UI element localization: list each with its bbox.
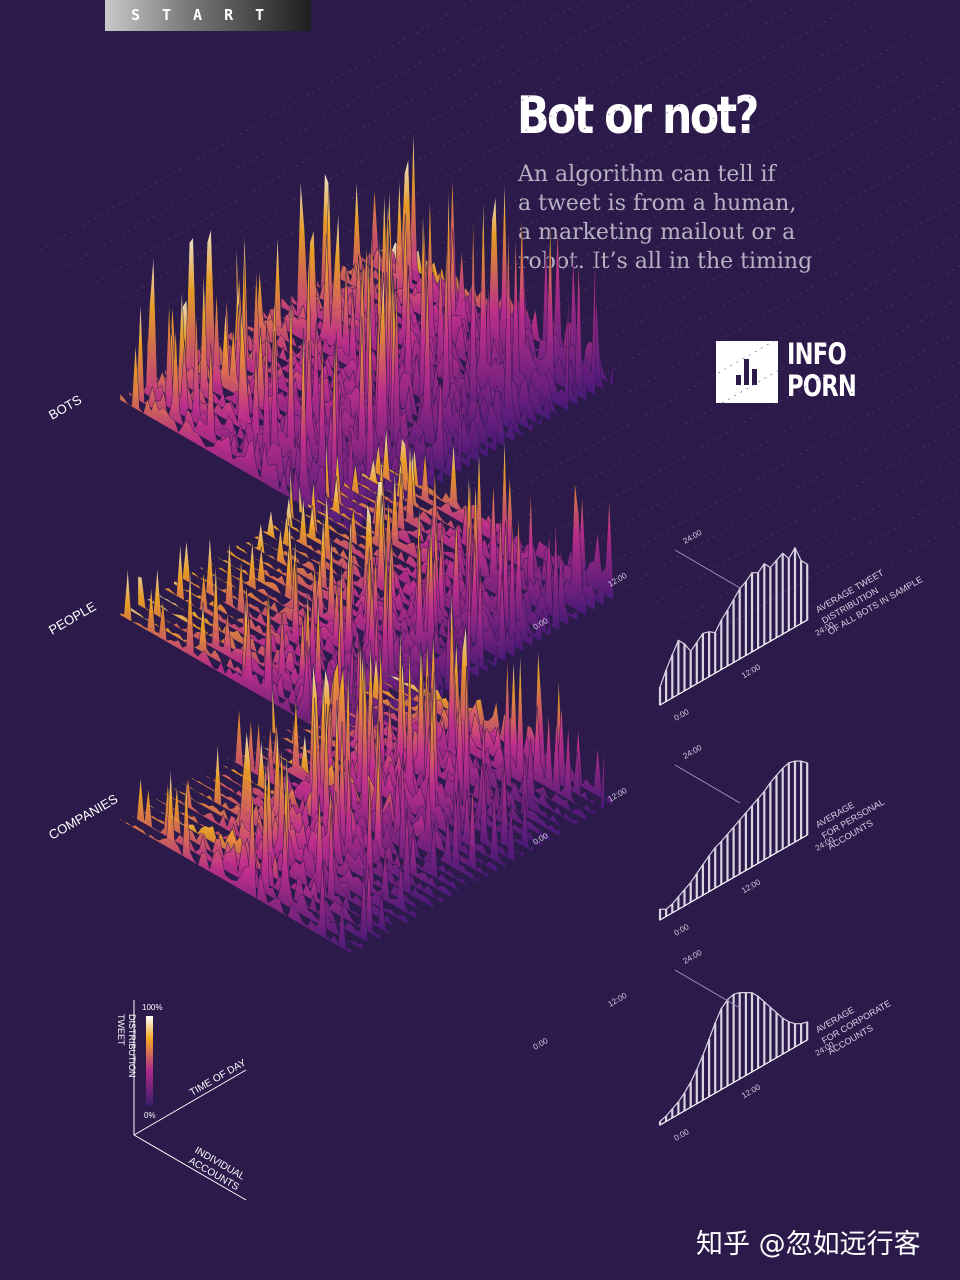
infoporn-logo-icon bbox=[716, 341, 778, 403]
terrain-row bbox=[119, 327, 355, 536]
grid-line bbox=[655, 426, 960, 603]
legend-y-title-line: DISTRIBUTION bbox=[127, 1014, 137, 1078]
legend: 100% 0% TWEET DISTRIBUTION TIME OF DAY I… bbox=[116, 1000, 249, 1201]
time-tick-label: 24:00 bbox=[682, 528, 704, 546]
legend-scale-top: 100% bbox=[142, 1003, 162, 1012]
connector-line bbox=[674, 969, 741, 1009]
subtitle-line: robot. It’s all in the timing bbox=[518, 249, 813, 274]
subtitle-line: a marketing mailout or a bbox=[518, 220, 796, 245]
page-title: Bot or not? bbox=[517, 86, 759, 146]
subtitle-line: a tweet is from a human, bbox=[518, 191, 797, 216]
terrain-row bbox=[155, 755, 390, 935]
grid-line bbox=[179, 0, 753, 331]
summary-baseline bbox=[659, 834, 808, 921]
legend-color-scale bbox=[146, 1016, 153, 1106]
grid-line bbox=[599, 361, 960, 571]
panel-label: BOTS bbox=[46, 392, 84, 423]
grid-line bbox=[571, 329, 960, 555]
connector-line bbox=[674, 764, 741, 804]
terrain-row bbox=[128, 755, 364, 951]
time-tick-label: 12:00 bbox=[607, 786, 629, 804]
grid-line bbox=[543, 297, 960, 539]
summary-tick-label: 0:00 bbox=[673, 922, 691, 938]
grid-line bbox=[431, 168, 960, 475]
summary-outline bbox=[659, 992, 808, 1127]
summary-outline bbox=[659, 760, 808, 922]
time-tick-label: 24:00 bbox=[682, 948, 704, 966]
legend-z-axis bbox=[133, 1134, 247, 1201]
summary-baseline bbox=[659, 1039, 808, 1126]
logo-bar-icon bbox=[736, 375, 741, 385]
grid-line bbox=[627, 393, 960, 587]
legend-z-title: INDIVIDUAL ACCOUNTS bbox=[187, 1145, 249, 1194]
legend-scale-bottom: 0% bbox=[144, 1111, 156, 1120]
time-tick-label: 24:00 bbox=[682, 743, 704, 761]
grid-line bbox=[683, 458, 960, 619]
subtitle-line: An algorithm can tell if bbox=[518, 162, 776, 187]
panel-label: PEOPLE bbox=[46, 598, 99, 637]
grid-line bbox=[123, 0, 641, 299]
time-tick-label: 0:00 bbox=[532, 1036, 550, 1052]
grid-line bbox=[95, 0, 585, 283]
grid-line bbox=[739, 522, 960, 651]
legend-y-title: TWEET DISTRIBUTION bbox=[116, 1014, 137, 1078]
watermark: 知乎 @忽如远行客 bbox=[696, 1229, 921, 1260]
logo-line: PORN bbox=[787, 369, 857, 403]
summary-tick-label: 0:00 bbox=[673, 707, 691, 723]
panel-label: COMPANIES bbox=[46, 791, 121, 843]
grid-layer bbox=[39, 0, 960, 651]
logo-bar-icon bbox=[752, 369, 757, 385]
subtitle: An algorithm can tell if a tweet is from… bbox=[518, 160, 858, 276]
grid-line bbox=[67, 0, 530, 267]
time-tick-label: 12:00 bbox=[607, 991, 629, 1009]
grid-line bbox=[487, 233, 960, 507]
grid-line bbox=[459, 200, 960, 491]
logo-line: INFO bbox=[787, 337, 847, 371]
grid-line bbox=[151, 0, 697, 315]
grid-line bbox=[711, 490, 960, 635]
summary-tick-label: 0:00 bbox=[673, 1127, 691, 1143]
start-tab: START bbox=[105, 0, 311, 31]
terrain-row bbox=[119, 766, 355, 956]
terrain-row bbox=[370, 426, 605, 606]
legend-y-title-line: TWEET bbox=[116, 1014, 126, 1046]
summary-tick-label: 12:00 bbox=[740, 1082, 762, 1100]
summary-tick-label: 12:00 bbox=[740, 877, 762, 895]
terrain-row bbox=[298, 625, 534, 853]
summary-tick-label: 12:00 bbox=[740, 662, 762, 680]
legend-x-title: TIME OF DAY bbox=[188, 1057, 248, 1098]
logo-bar-icon bbox=[744, 359, 749, 385]
grid-line bbox=[515, 265, 960, 523]
terrain-row bbox=[182, 742, 417, 920]
legend-x-axis bbox=[133, 1069, 247, 1136]
summary-baseline bbox=[659, 619, 808, 706]
terrain-layer bbox=[119, 124, 614, 956]
logo-text: INFO PORN bbox=[787, 337, 857, 403]
grid-line bbox=[39, 0, 474, 251]
connector-line bbox=[674, 549, 741, 589]
summary-outline bbox=[659, 546, 808, 707]
